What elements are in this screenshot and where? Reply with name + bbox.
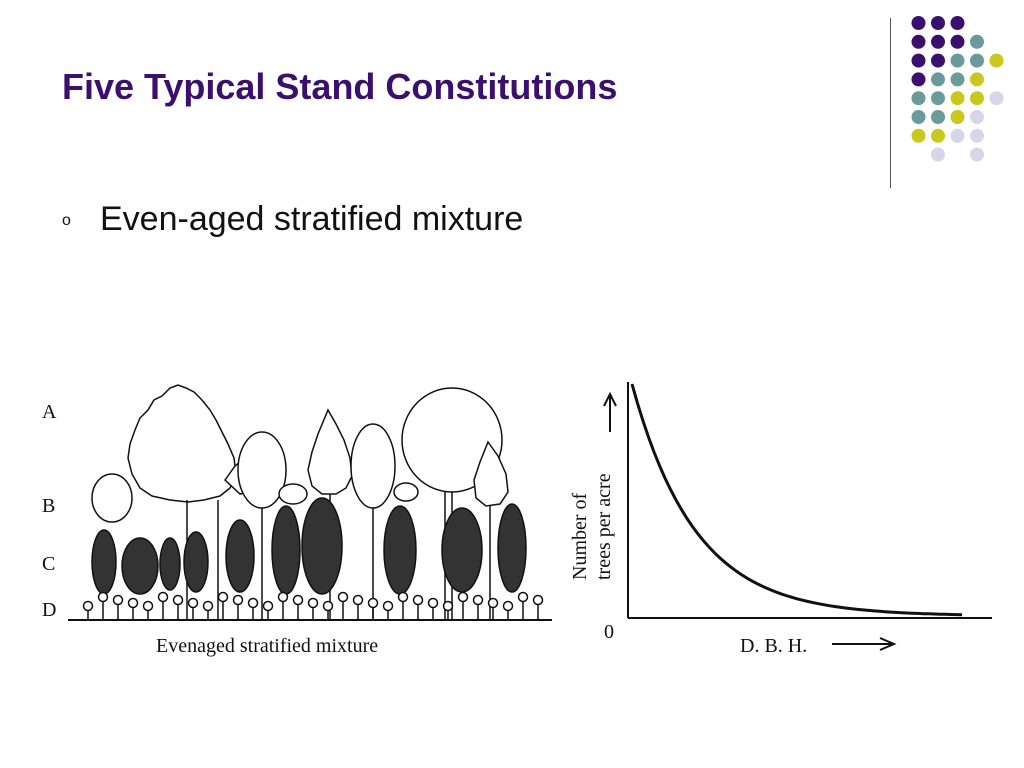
shrub-crown: [82, 600, 94, 612]
shrub-crown: [472, 594, 484, 606]
diameter-distribution-graph: 0 Number of trees per acre D. B. H.: [569, 382, 992, 657]
shrub-crown: [502, 600, 514, 612]
title-divider-line: [890, 18, 891, 188]
decorative-dot-grid: [911, 16, 1004, 162]
decor-dot: [911, 53, 926, 68]
stratum-label-d: D: [42, 599, 56, 621]
bullet-marker: o: [62, 212, 71, 230]
decor-dot: [950, 16, 965, 30]
stratum-label-c: C: [42, 553, 55, 575]
decor-dot: [931, 53, 945, 68]
shrub-crown: [337, 591, 349, 603]
shrub-crown: [382, 600, 394, 612]
shrub-crown: [352, 594, 364, 606]
shrub-crown: [127, 597, 139, 609]
slide-title: Five Typical Stand Constitutions: [62, 66, 618, 107]
x-axis-arrow: [832, 637, 897, 651]
shrub-crown: [232, 594, 244, 606]
stratum-label-b: B: [42, 495, 55, 517]
decor-dot: [950, 91, 965, 106]
decor-dot: [970, 110, 984, 124]
shrub-crown: [322, 600, 334, 612]
shrub-crown: [217, 591, 229, 603]
decor-dot: [911, 72, 926, 87]
graph-y-label-line2: trees per acre: [593, 473, 615, 580]
decor-dot: [950, 110, 965, 124]
decor-dot: [950, 128, 965, 143]
decor-dot: [970, 34, 984, 49]
shrub-crown: [172, 594, 184, 606]
reverse-j-curve: [630, 383, 963, 617]
decor-dot: [931, 16, 945, 30]
shrub-crown: [397, 591, 409, 603]
decor-dot: [970, 53, 984, 68]
shrub-crown: [142, 600, 154, 612]
decor-dot: [911, 110, 926, 124]
graph-origin-label: 0: [604, 621, 614, 643]
decor-dot: [989, 91, 1004, 106]
shrub-crown: [292, 594, 304, 606]
decor-dot: [911, 16, 926, 30]
graph-y-label-line1: Number of: [569, 492, 591, 580]
decor-dot: [911, 128, 926, 143]
stand-caption: Evenaged stratified mixture: [156, 635, 378, 657]
decor-dot: [950, 53, 965, 68]
shrub-crown: [412, 594, 424, 606]
stratum-label-a: A: [42, 401, 57, 423]
decor-dot: [989, 53, 1004, 68]
shrub-crown: [262, 600, 274, 612]
decor-dot: [931, 147, 945, 162]
decor-dot: [911, 34, 926, 49]
decor-dot: [950, 72, 965, 87]
decor-dot: [970, 128, 984, 143]
shrub-crown: [277, 591, 289, 603]
tree-stand-illustration: [68, 384, 552, 621]
graph-x-label: D. B. H.: [740, 635, 807, 657]
bullet-text: Even-aged stratified mixture: [100, 200, 524, 238]
shrub-crown: [202, 600, 214, 612]
decor-dot: [970, 91, 984, 106]
y-axis-arrow: [603, 391, 617, 432]
decor-dot: [931, 91, 945, 106]
decor-dot: [970, 72, 984, 87]
decor-dot: [931, 72, 945, 87]
shrub-crown: [367, 597, 379, 609]
decor-dot: [931, 128, 945, 143]
shrub-crown: [532, 594, 544, 606]
shrub-crown: [487, 597, 499, 609]
shrub-crown: [307, 597, 319, 609]
stand-structure-figure: A B C D: [42, 382, 992, 657]
decor-dot: [911, 91, 926, 106]
shrub-crown: [112, 594, 124, 606]
shrub-crown: [517, 591, 529, 603]
shrub-crown: [457, 591, 469, 603]
decor-dot: [931, 110, 945, 124]
shrub-crown: [157, 591, 169, 603]
shrub-crown: [247, 597, 259, 609]
bullet-item: o Even-aged stratified mixture: [62, 200, 523, 239]
decor-dot: [970, 147, 984, 162]
shrub-crown: [427, 597, 439, 609]
decor-dot: [950, 34, 965, 49]
shrub-crown: [187, 597, 199, 609]
decor-dot: [931, 34, 945, 49]
shrub-crown: [442, 600, 454, 612]
shrub-crown: [97, 591, 109, 603]
